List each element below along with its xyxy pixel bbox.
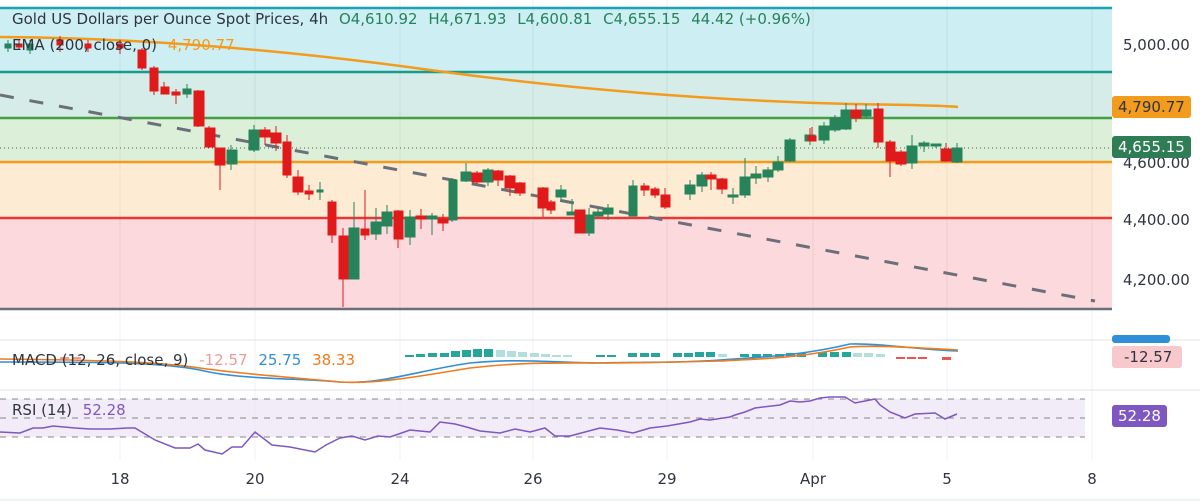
macd-pane[interactable] <box>0 343 959 384</box>
signal-line <box>0 345 959 384</box>
last-price-tag: 4,655.15 <box>1112 136 1191 158</box>
price-label-5000: 5,000.00 <box>1123 36 1190 54</box>
symbol-title[interactable]: Gold US Dollars per Ounce Spot Prices, 4… <box>12 10 329 28</box>
ohlc-close: C4,655.15 <box>603 10 681 28</box>
zone-3 <box>0 118 1112 162</box>
macd-line <box>0 343 959 384</box>
rsi-legend[interactable]: RSI (14) 52.28 <box>12 401 132 419</box>
macd-signal-value: 38.33 <box>312 351 356 369</box>
macd-legend[interactable]: MACD (12, 26, close, 9) -12.57 25.75 38.… <box>12 351 361 369</box>
time-label-18: 18 <box>110 470 130 488</box>
ohlc-change: 44.42 (+0.96%) <box>691 10 811 28</box>
trendline[interactable] <box>0 93 1096 303</box>
time-label-26: 26 <box>523 470 543 488</box>
ohlc-low: L4,600.81 <box>517 10 593 28</box>
macd-hist-tag: -12.57 <box>1112 346 1183 368</box>
macd-label: MACD (12, 26, close, 9) <box>12 351 189 369</box>
time-label-8: 8 <box>1087 470 1097 488</box>
zone-5 <box>0 218 1112 309</box>
macd-line-tag <box>1112 335 1170 343</box>
price-axis-bg[interactable] <box>1112 0 1200 460</box>
candles <box>4 36 963 307</box>
macd-histogram-negative <box>60 357 951 360</box>
price-label-4400: 4,400.00 <box>1123 211 1190 229</box>
ema-200-line <box>0 35 959 109</box>
macd-hist-value: -12.57 <box>199 351 248 369</box>
ema-price-tag: 4,790.77 <box>1112 96 1191 118</box>
price-label-4600: 4,600.00 <box>1123 154 1190 172</box>
time-label-apr: Apr <box>800 470 826 488</box>
macd-histogram-fading <box>496 350 885 357</box>
zone-top <box>0 8 1112 72</box>
ema-legend[interactable]: EMA (200, close, 0) 4,790.77 <box>12 36 241 54</box>
chart-header: Gold US Dollars per Ounce Spot Prices, 4… <box>12 10 817 28</box>
rsi-pane[interactable] <box>0 396 1085 455</box>
rsi-line <box>0 396 958 455</box>
price-label-4200: 4,200.00 <box>1123 271 1190 289</box>
ohlc-high: H4,671.93 <box>428 10 507 28</box>
time-label-24: 24 <box>390 470 410 488</box>
time-label-5: 5 <box>942 470 952 488</box>
ema-label: EMA (200, close, 0) <box>12 36 158 54</box>
time-label-20: 20 <box>245 470 265 488</box>
zone-2 <box>0 72 1112 118</box>
rsi-tag: 52.28 <box>1112 405 1167 427</box>
ohlc-open: O4,610.92 <box>338 10 418 28</box>
macd-value: 25.75 <box>258 351 302 369</box>
rsi-label: RSI (14) <box>12 401 72 419</box>
rsi-value: 52.28 <box>82 401 126 419</box>
time-label-29: 29 <box>657 470 677 488</box>
ema-value: 4,790.77 <box>167 36 235 54</box>
